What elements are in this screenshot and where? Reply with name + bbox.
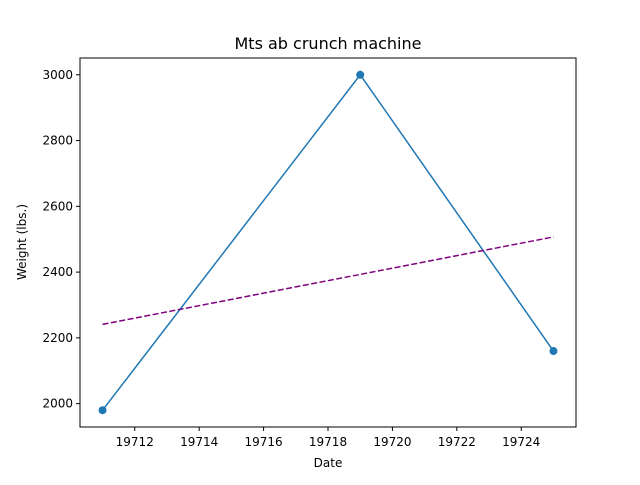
x-tick-label: 19718	[309, 435, 347, 449]
chart-title: Mts ab crunch machine	[235, 34, 422, 53]
data-point	[356, 70, 365, 79]
data-point	[549, 347, 558, 356]
y-tick-label: 2000	[42, 397, 73, 411]
x-tick-label: 19714	[180, 435, 218, 449]
plot-layer	[98, 70, 558, 415]
y-axis: 2000 2200 2400 2600 2800 3000	[42, 68, 80, 411]
x-axis: 19712 19714 19716 19718 19720 19722 19724	[116, 427, 540, 449]
x-tick-label: 19724	[502, 435, 540, 449]
y-axis-label: Weight (lbs.)	[15, 204, 29, 280]
x-axis-label: Date	[314, 456, 343, 470]
y-tick-label: 2200	[42, 331, 73, 345]
y-tick-label: 2800	[42, 134, 73, 148]
y-tick-label: 2600	[42, 199, 73, 213]
data-point	[98, 406, 107, 415]
x-tick-label: 19712	[116, 435, 154, 449]
x-tick-label: 19720	[373, 435, 411, 449]
y-tick-label: 2400	[42, 265, 73, 279]
x-tick-label: 19716	[244, 435, 282, 449]
y-tick-label: 3000	[42, 68, 73, 82]
x-tick-label: 19722	[438, 435, 476, 449]
trend-line	[102, 236, 554, 326]
